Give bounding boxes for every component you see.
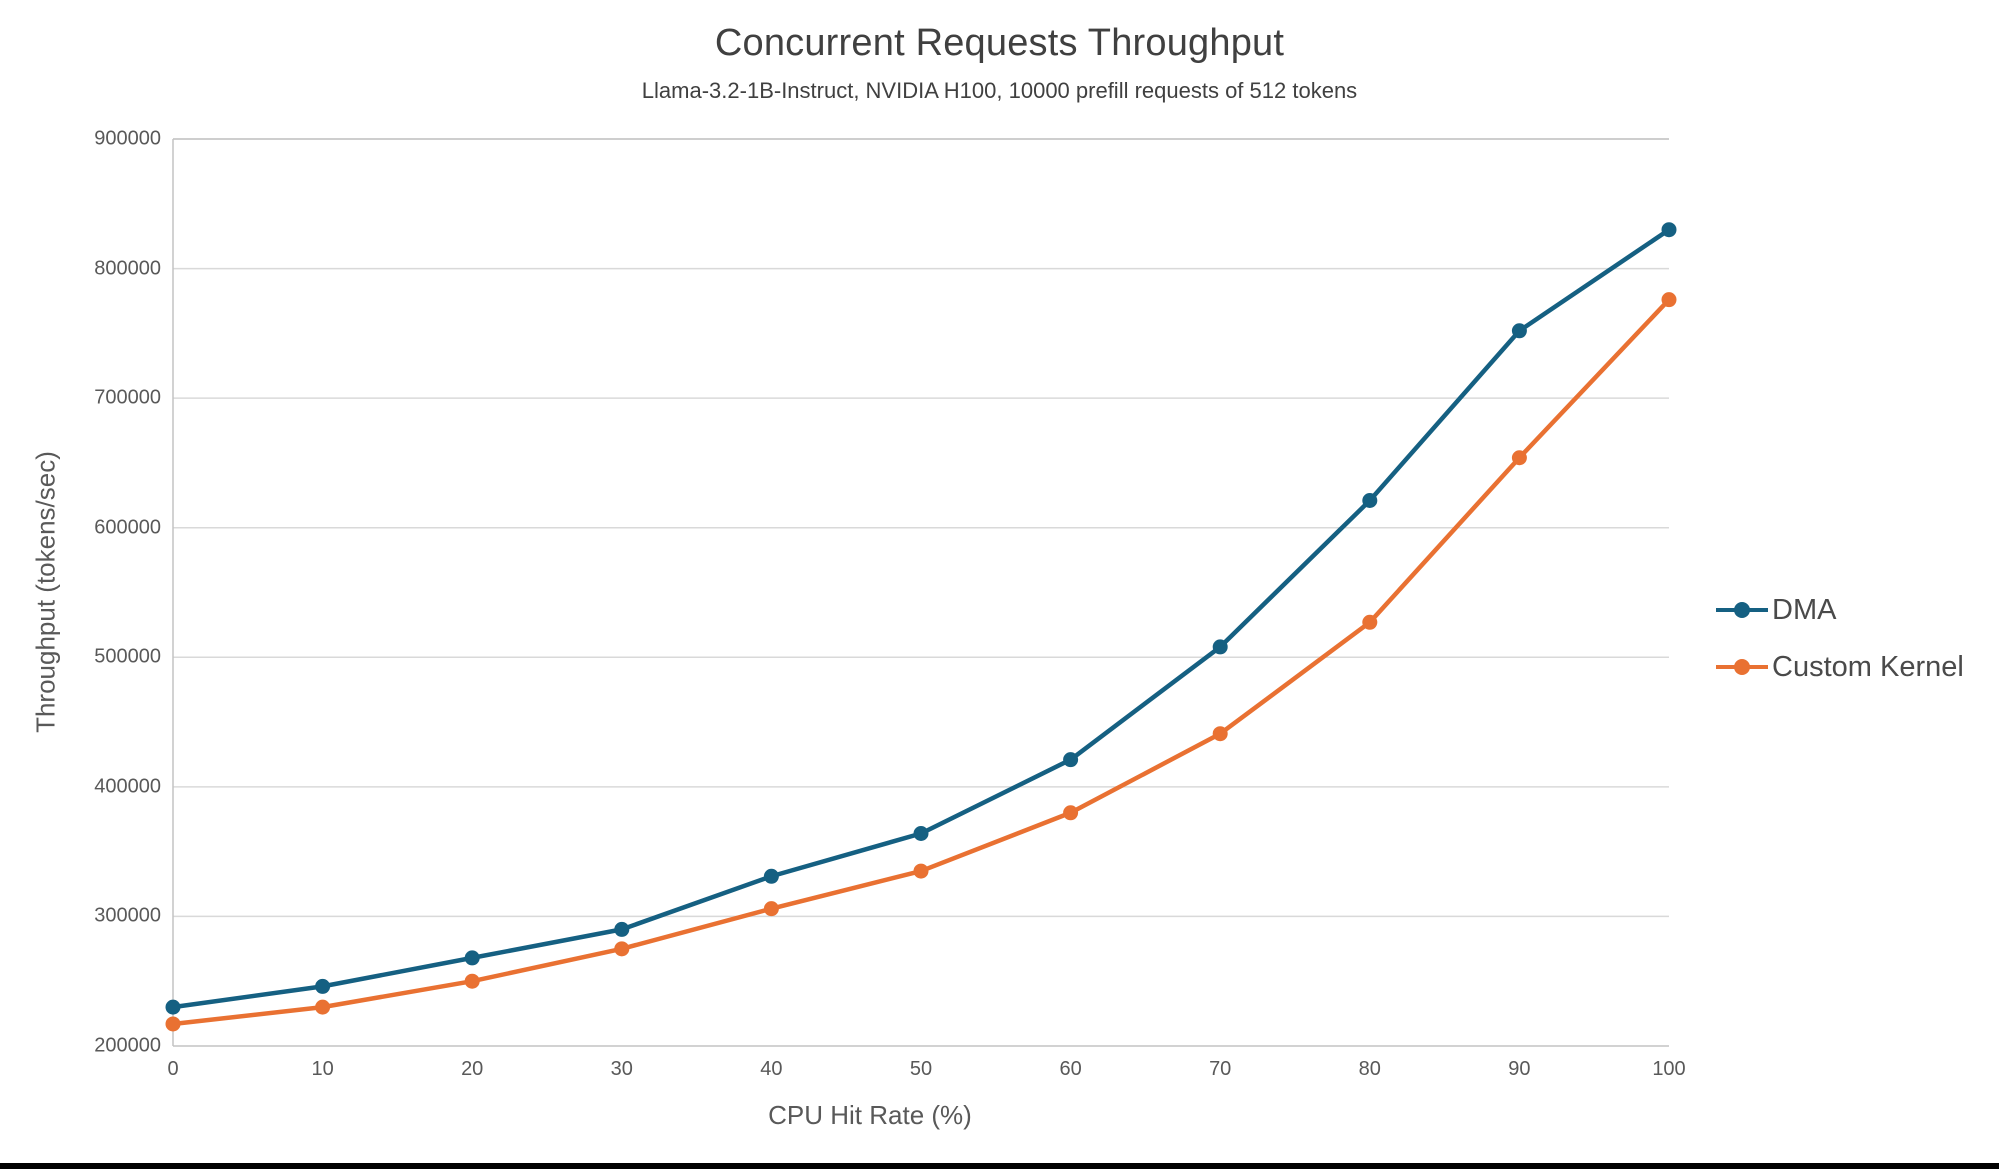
data-point-custom-kernel xyxy=(1661,292,1677,308)
bottom-bar xyxy=(0,1163,1999,1169)
series-line-dma xyxy=(170,227,1672,1010)
data-point-custom-kernel xyxy=(913,863,929,879)
legend-label: Custom Kernel xyxy=(1772,650,1964,683)
data-point-dma xyxy=(1063,752,1079,768)
data-point-dma xyxy=(763,868,779,884)
data-point-dma xyxy=(1661,222,1677,238)
x-tick-label: 10 xyxy=(311,1058,334,1080)
x-tick-label: 50 xyxy=(909,1058,933,1080)
data-point-dma xyxy=(315,978,331,994)
y-tick-label: 400000 xyxy=(94,775,161,798)
x-tick-label: 40 xyxy=(760,1058,783,1080)
data-point-dma xyxy=(1212,639,1228,655)
data-point-custom-kernel xyxy=(614,941,630,957)
data-point-dma xyxy=(913,826,929,842)
data-point-custom-kernel xyxy=(464,973,480,989)
x-tick-label: 80 xyxy=(1358,1058,1381,1080)
y-tick-label: 300000 xyxy=(94,904,161,927)
x-tick-label: 90 xyxy=(1508,1058,1531,1080)
legend-line-marker-icon xyxy=(1716,651,1768,683)
y-tick-label: 700000 xyxy=(94,386,161,409)
y-tick-label: 200000 xyxy=(94,1034,161,1057)
data-point-custom-kernel xyxy=(1212,726,1228,742)
y-tick-label: 900000 xyxy=(94,127,161,150)
y-tick-label: 600000 xyxy=(94,516,161,539)
legend-line-marker-icon xyxy=(1716,594,1768,626)
legend-item-custom-kernel: Custom Kernel xyxy=(1716,651,1964,683)
x-axis-title: CPU Hit Rate (%) xyxy=(768,1100,972,1130)
x-tick-label: 0 xyxy=(167,1058,179,1080)
plot-area xyxy=(165,138,1677,1047)
y-axis-title: Throughput (tokens/sec) xyxy=(30,451,61,733)
x-tick-label: 20 xyxy=(461,1058,484,1080)
x-tick-label: 100 xyxy=(1652,1058,1686,1080)
x-tick-label: 30 xyxy=(610,1058,633,1080)
y-tick-label: 800000 xyxy=(94,257,161,280)
legend: DMA Custom Kernel xyxy=(1716,594,1964,708)
data-point-custom-kernel xyxy=(1362,614,1378,630)
x-tick-label: 60 xyxy=(1059,1058,1082,1080)
data-point-custom-kernel xyxy=(763,901,779,917)
legend-item-dma: DMA xyxy=(1716,594,1964,626)
y-tick-label: 500000 xyxy=(94,645,161,668)
legend-label: DMA xyxy=(1772,593,1837,626)
data-point-dma xyxy=(1362,493,1378,509)
data-point-dma xyxy=(614,921,630,937)
data-point-custom-kernel xyxy=(165,1016,181,1032)
data-point-dma xyxy=(165,999,181,1015)
chart-subtitle: Llama-3.2-1B-Instruct, NVIDIA H100, 1000… xyxy=(641,78,1358,103)
data-point-dma xyxy=(464,950,480,966)
series-line-custom-kernel xyxy=(170,297,1672,1027)
data-point-custom-kernel xyxy=(1511,450,1527,466)
x-tick-label: 70 xyxy=(1209,1058,1232,1080)
data-point-dma xyxy=(1511,323,1527,339)
chart-title: Concurrent Requests Throughput xyxy=(714,22,1285,64)
data-point-custom-kernel xyxy=(315,999,331,1015)
data-point-custom-kernel xyxy=(1063,805,1079,821)
